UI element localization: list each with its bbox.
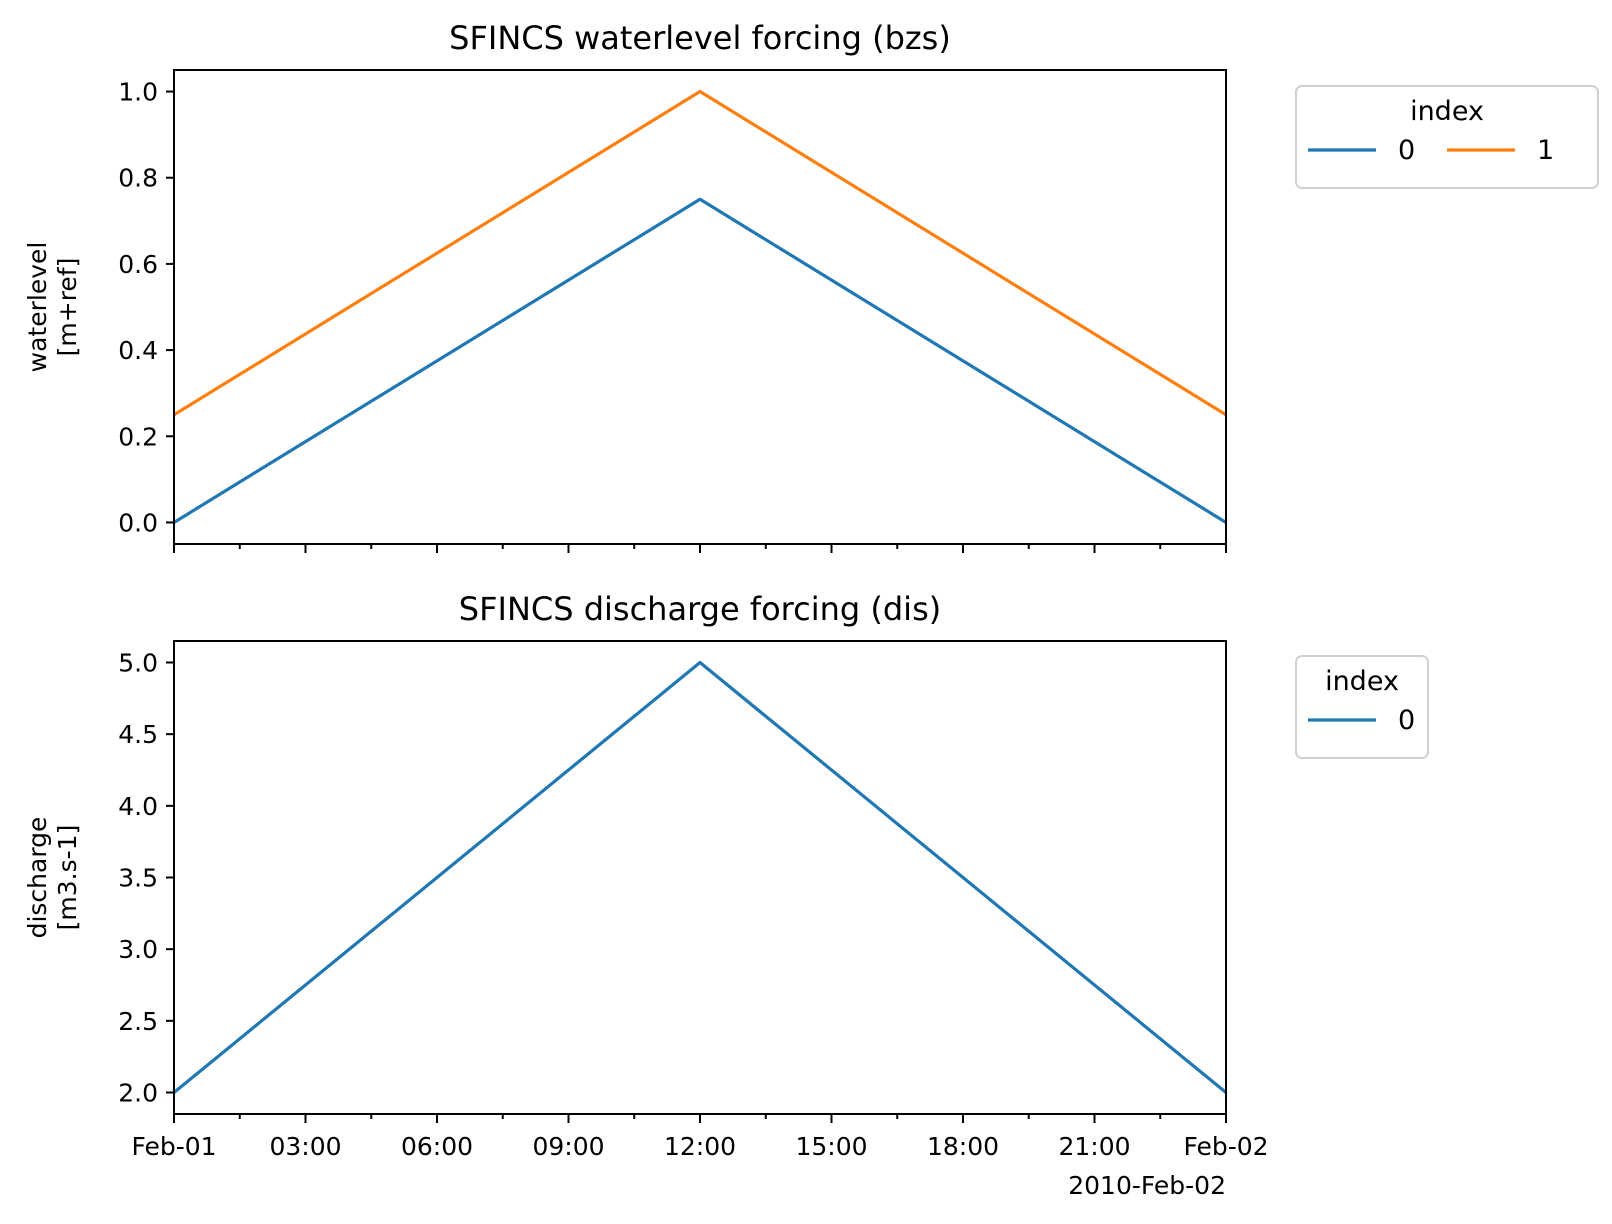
x-tick-label: 06:00: [401, 1132, 473, 1161]
y-tick-label: 3.5: [118, 864, 158, 893]
y-tick-label: 2.0: [118, 1079, 158, 1108]
y-tick-label: 0.4: [118, 336, 158, 365]
legend: index 0 1: [1295, 85, 1599, 189]
series-line-0: [173, 197, 1227, 524]
series-line-1: [173, 89, 1227, 417]
x-tick-label: 09:00: [532, 1132, 604, 1161]
x-tick-label: 03:00: [269, 1132, 341, 1161]
series-line-0: [172, 660, 1228, 1094]
legend-frame: [1295, 85, 1599, 189]
legend-entry-0: 0: [1398, 705, 1415, 736]
y-tick-label: 0.2: [118, 422, 158, 451]
plot-frame: [173, 640, 1227, 1115]
legend-entry-1: 1: [1537, 135, 1554, 166]
y-tick-label: 0.6: [118, 250, 158, 279]
x-tick-label: Feb-01: [131, 1132, 216, 1161]
legend-title: index: [1325, 666, 1399, 697]
y-axis-label-line: [m+ref]: [53, 258, 82, 357]
y-tick-label: 0.8: [118, 164, 158, 193]
x-tick-label: 18:00: [927, 1132, 999, 1161]
plot-frame: [173, 69, 1227, 545]
x-tick-label: Feb-02: [1183, 1132, 1268, 1161]
x-axis-offset-label: 2010-Feb-02: [1068, 1171, 1226, 1200]
x-tick-label: 15:00: [795, 1132, 867, 1161]
legend-entry-0: 0: [1398, 135, 1415, 166]
y-tick-label: 5.0: [118, 649, 158, 678]
y-tick-label: 1.0: [118, 78, 158, 107]
waterlevel-panel: 0.0 0.2 0.4 0.6 0.8 1.0 SFINCS waterlevel forc…: [23, 19, 1599, 553]
y-axis-label-line: [m3.s-1]: [53, 825, 82, 931]
y-tick-label: 0.0: [118, 508, 158, 537]
x-tick-label: 12:00: [664, 1132, 736, 1161]
y-axis-label: waterlevel[m+ref]: [23, 242, 82, 373]
y-axis-label-line: discharge: [23, 817, 52, 939]
y-tick-label: 4.5: [118, 720, 158, 749]
legend: index 0: [1295, 655, 1429, 759]
legend-frame: [1295, 655, 1429, 759]
y-axis-label-line: waterlevel: [23, 242, 52, 373]
chart-title: SFINCS waterlevel forcing (bzs): [449, 19, 951, 57]
y-axis-label: discharge[m3.s-1]: [23, 817, 82, 939]
y-tick-label: 3.0: [118, 935, 158, 964]
chart-title: SFINCS discharge forcing (dis): [459, 590, 941, 628]
x-tick-label: 21:00: [1058, 1132, 1130, 1161]
legend-title: index: [1410, 96, 1484, 127]
y-tick-label: 2.5: [118, 1007, 158, 1036]
discharge-panel: 2.0 2.5 3.0 3.5 4.0 4.5 5.0 Feb-01 03:00 06:00 09:…: [23, 590, 1429, 1161]
y-tick-label: 4.0: [118, 792, 158, 821]
